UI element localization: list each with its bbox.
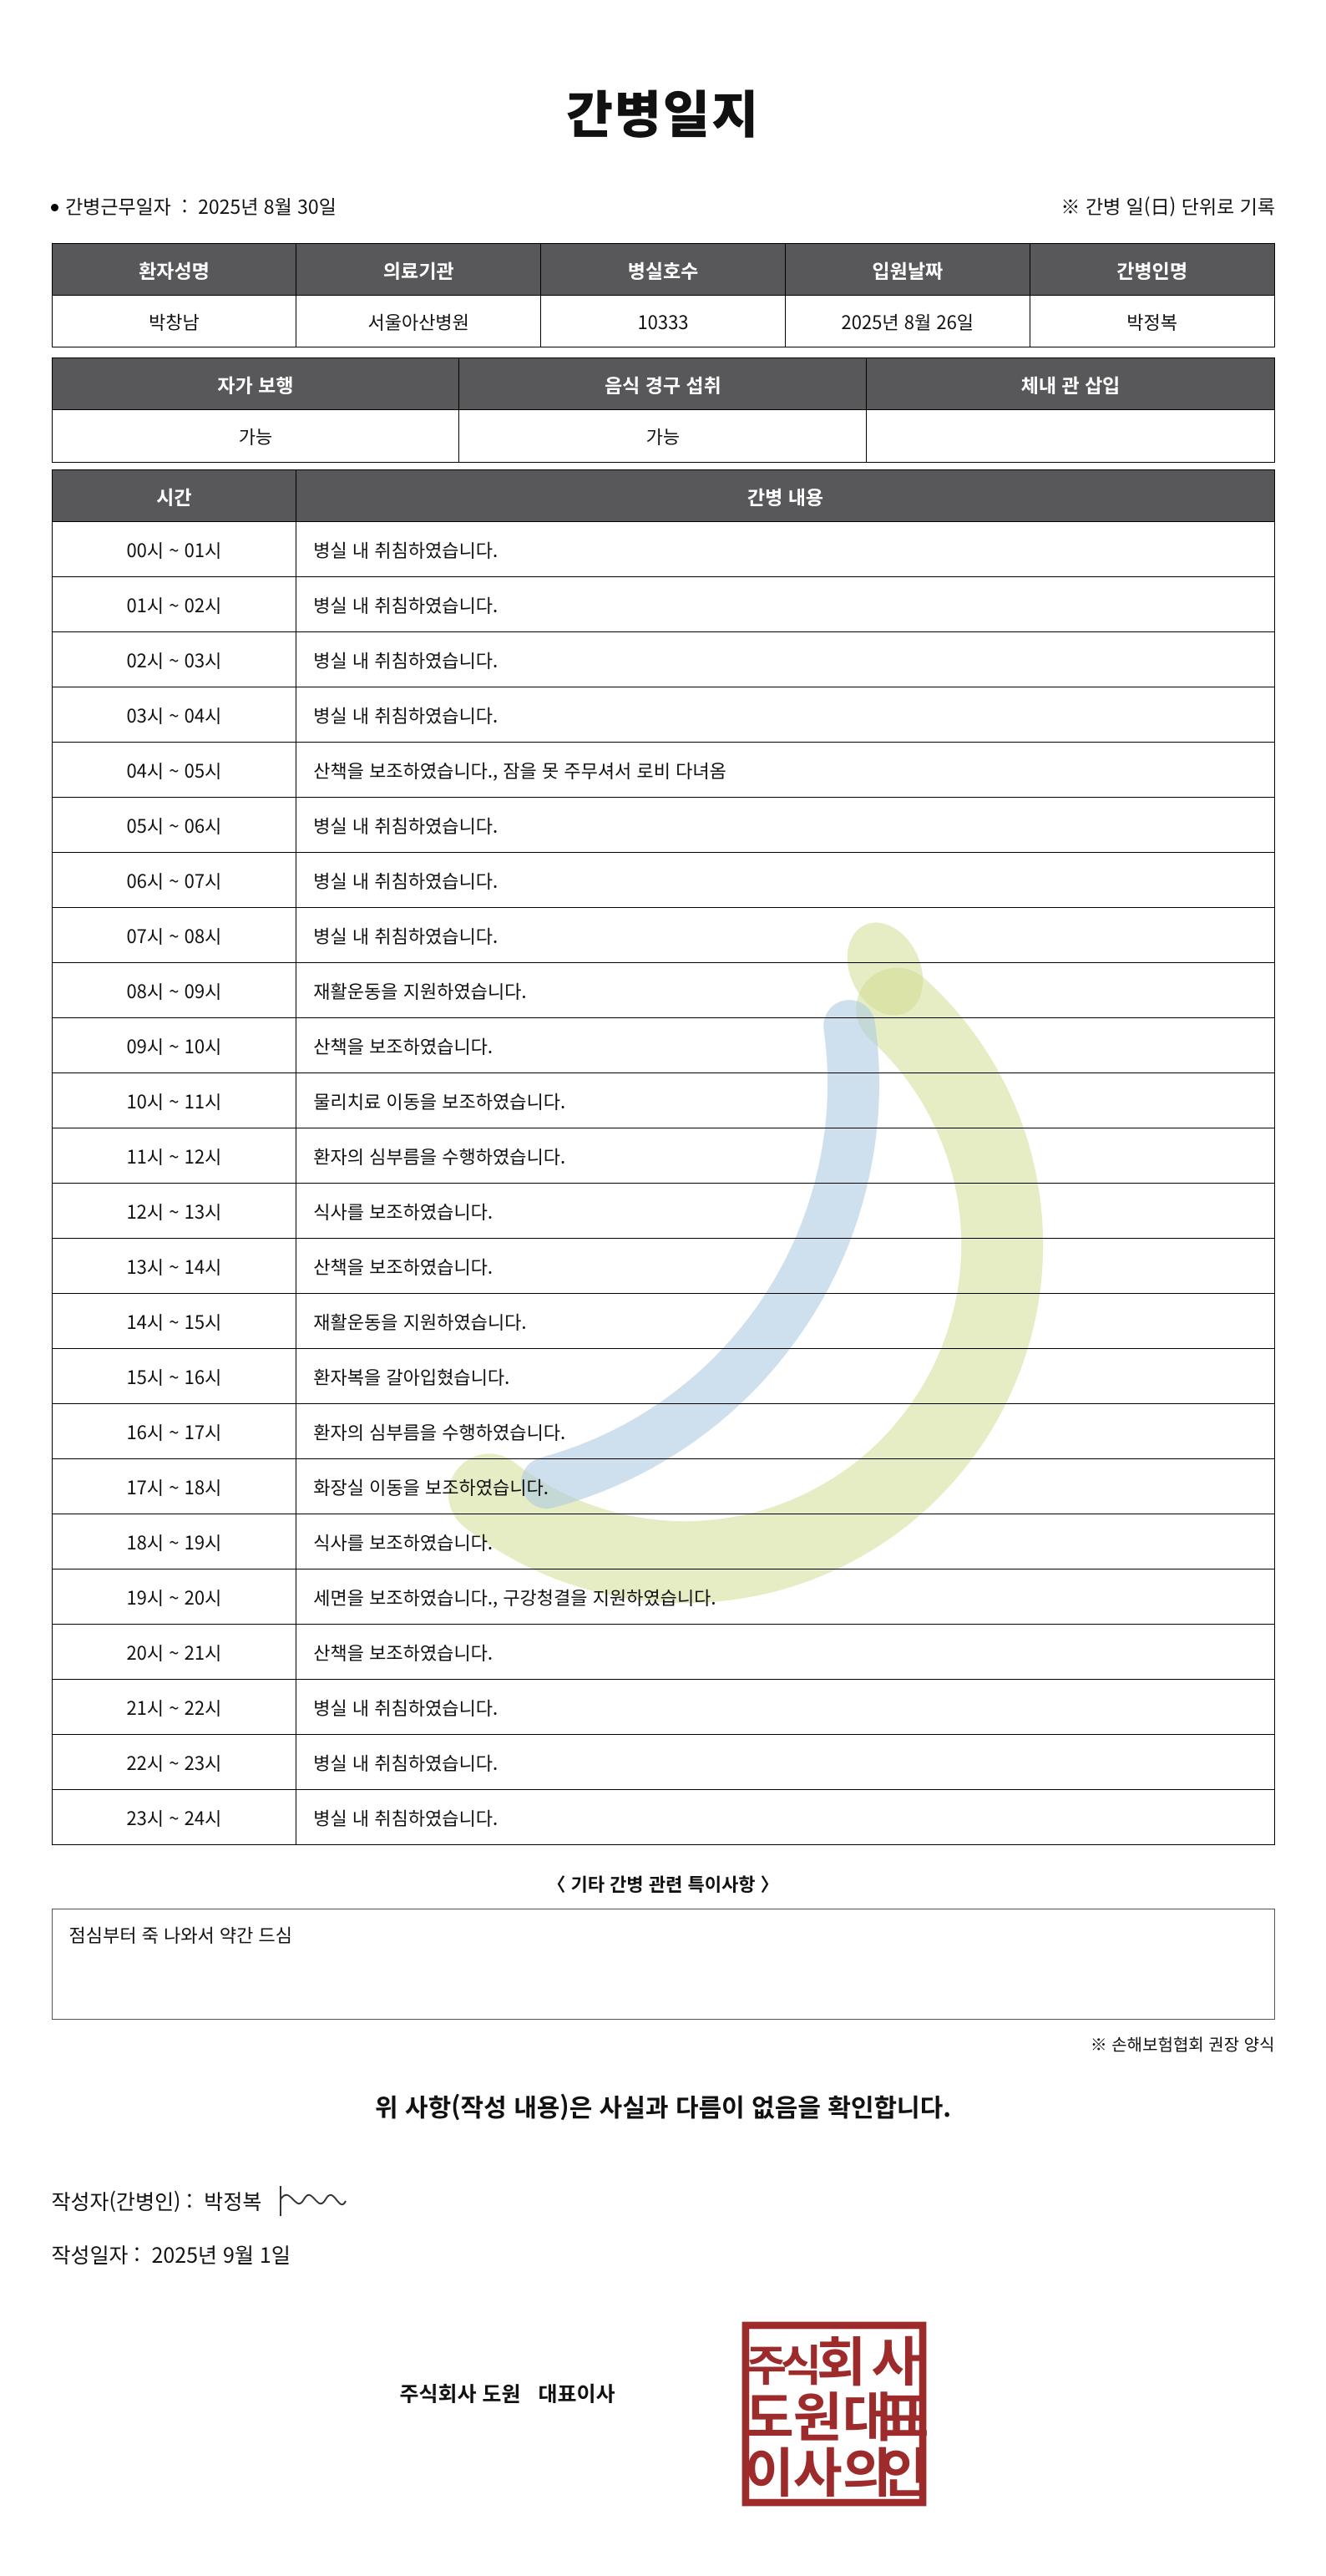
svg-text:사: 사 — [792, 2431, 842, 2507]
svg-text:인: 인 — [879, 2431, 927, 2507]
svg-text:이: 이 — [744, 2431, 793, 2507]
